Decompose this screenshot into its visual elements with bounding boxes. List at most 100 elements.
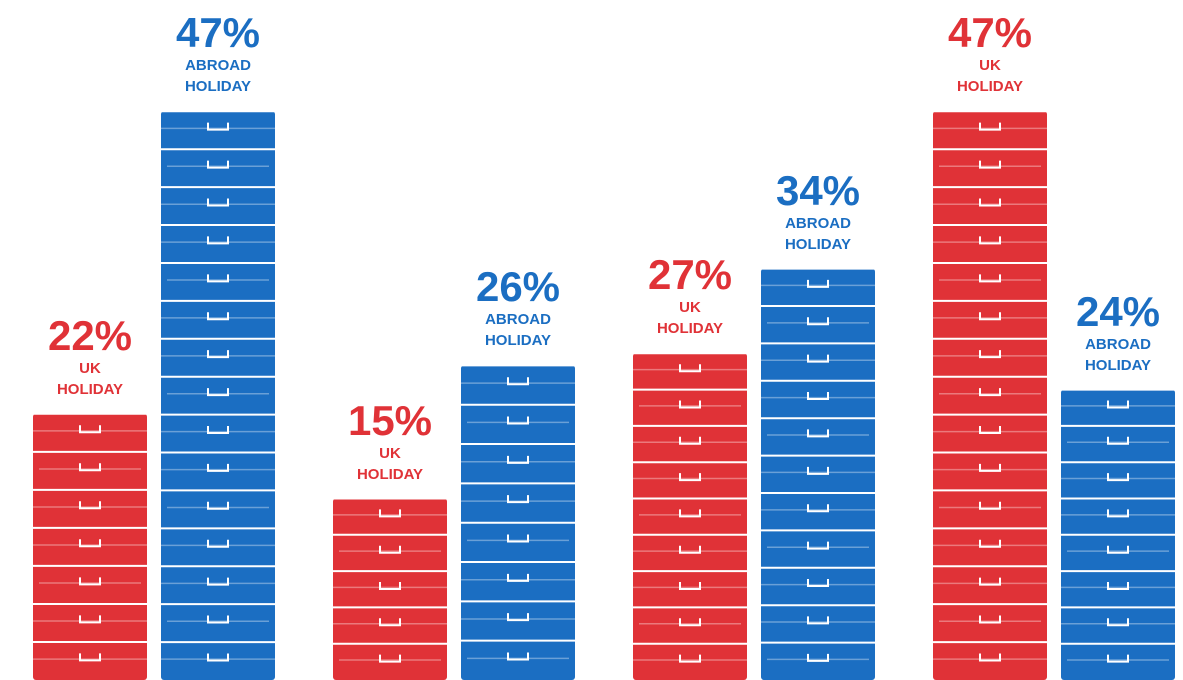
suitcase-handle <box>679 581 701 590</box>
suitcase-handle <box>379 509 401 518</box>
suitcase-handle <box>1107 509 1129 518</box>
suitcase-handle <box>507 613 529 622</box>
suitcase-handle <box>207 463 229 472</box>
suitcase-handle <box>79 463 101 472</box>
suitcase-handle <box>807 579 829 588</box>
value-label: 22% <box>47 311 133 359</box>
suitcase-handle <box>807 429 829 438</box>
suitcase-handle <box>207 615 229 624</box>
bar-label: 47% UK HOLIDAY <box>925 11 1055 97</box>
suitcase-handle <box>79 577 101 586</box>
suitcase-handle <box>79 653 101 662</box>
suitcase-handle <box>207 350 229 359</box>
suitcase-handle <box>979 312 1001 321</box>
suitcase-handle <box>979 577 1001 586</box>
series-label: UK HOLIDAY <box>656 299 724 338</box>
suitcase-handle <box>979 539 1001 548</box>
suitcase-handle <box>79 501 101 510</box>
value-label: 47% <box>947 9 1033 57</box>
suitcase-handle <box>507 495 529 504</box>
suitcase-handle <box>379 545 401 554</box>
series-label: UK HOLIDAY <box>956 57 1024 96</box>
suitcase-handle <box>507 573 529 582</box>
suitcase-handle <box>979 122 1001 131</box>
suitcase-handle <box>979 236 1001 245</box>
suitcase-handle <box>507 455 529 464</box>
suitcase-handle <box>807 504 829 513</box>
suitcase-handle <box>807 466 829 475</box>
suitcase-handle <box>679 545 701 554</box>
series-label: ABROAD HOLIDAY <box>184 57 252 96</box>
suitcase-handle <box>679 473 701 482</box>
value-label: 26% <box>475 263 561 311</box>
suitcase-handle <box>379 581 401 590</box>
suitcase-handle <box>79 425 101 434</box>
suitcase-handle <box>979 501 1001 510</box>
suitcase-handle <box>507 534 529 543</box>
suitcase-handle <box>979 274 1001 283</box>
suitcase-handle <box>807 541 829 550</box>
value-label: 24% <box>1075 287 1161 335</box>
suitcase-handle <box>207 198 229 207</box>
suitcase-handle <box>207 122 229 131</box>
value-label: 47% <box>175 9 261 57</box>
suitcase-handle <box>207 274 229 283</box>
suitcase-handle <box>379 618 401 627</box>
suitcase-handle <box>979 160 1001 169</box>
bar-label: 24% ABROAD HOLIDAY <box>1053 287 1183 376</box>
suitcase-handle <box>79 539 101 548</box>
suitcase-handle <box>979 425 1001 434</box>
series-label: UK HOLIDAY <box>356 444 424 483</box>
suitcase-handle <box>807 279 829 288</box>
suitcase-handle <box>807 653 829 662</box>
suitcase-handle <box>679 618 701 627</box>
suitcase-handle <box>1107 473 1129 482</box>
suitcase-handle <box>679 400 701 409</box>
suitcase-handle <box>807 616 829 625</box>
suitcase-handle <box>207 425 229 434</box>
suitcase-handle <box>679 509 701 518</box>
suitcase-handle <box>679 654 701 663</box>
bar-label: 26% ABROAD HOLIDAY <box>453 265 583 351</box>
value-label: 15% <box>347 396 433 444</box>
bar-label: 22% UK HOLIDAY <box>25 311 155 400</box>
value-label: 34% <box>775 166 861 214</box>
series-label: ABROAD HOLIDAY <box>484 311 552 350</box>
value-label: 27% <box>647 251 733 299</box>
suitcase-handle <box>979 198 1001 207</box>
suitcase-handle <box>207 577 229 586</box>
suitcase-handle <box>1107 618 1129 627</box>
suitcase-handle <box>979 388 1001 397</box>
suitcase-handle <box>507 377 529 386</box>
suitcase-handle <box>207 653 229 662</box>
suitcase-handle <box>207 539 229 548</box>
series-label: ABROAD HOLIDAY <box>784 214 852 253</box>
bar-label: 34% ABROAD HOLIDAY <box>753 166 883 255</box>
suitcase-handle <box>1107 545 1129 554</box>
series-label: ABROAD HOLIDAY <box>1084 335 1152 374</box>
suitcase-handle <box>507 652 529 661</box>
suitcase-handle <box>1107 436 1129 445</box>
suitcase-handle <box>807 354 829 363</box>
suitcase-handle <box>807 392 829 401</box>
suitcase-handle <box>207 160 229 169</box>
suitcase-handle <box>979 463 1001 472</box>
series-label: UK HOLIDAY <box>56 359 124 398</box>
suitcase-handle <box>979 350 1001 359</box>
suitcase-handle <box>379 654 401 663</box>
suitcase-handle <box>207 312 229 321</box>
suitcase-handle <box>1107 654 1129 663</box>
suitcase-handle <box>79 615 101 624</box>
bar-label: 47% ABROAD HOLIDAY <box>153 11 283 97</box>
bar-label: 27% UK HOLIDAY <box>625 253 755 339</box>
suitcase-handle <box>679 364 701 373</box>
suitcase-handle <box>207 501 229 510</box>
suitcase-handle <box>207 236 229 245</box>
suitcase-handle <box>507 416 529 425</box>
suitcase-handle <box>1107 581 1129 590</box>
suitcase-handle <box>679 436 701 445</box>
suitcase-handle <box>207 388 229 397</box>
suitcase-handle <box>807 317 829 326</box>
